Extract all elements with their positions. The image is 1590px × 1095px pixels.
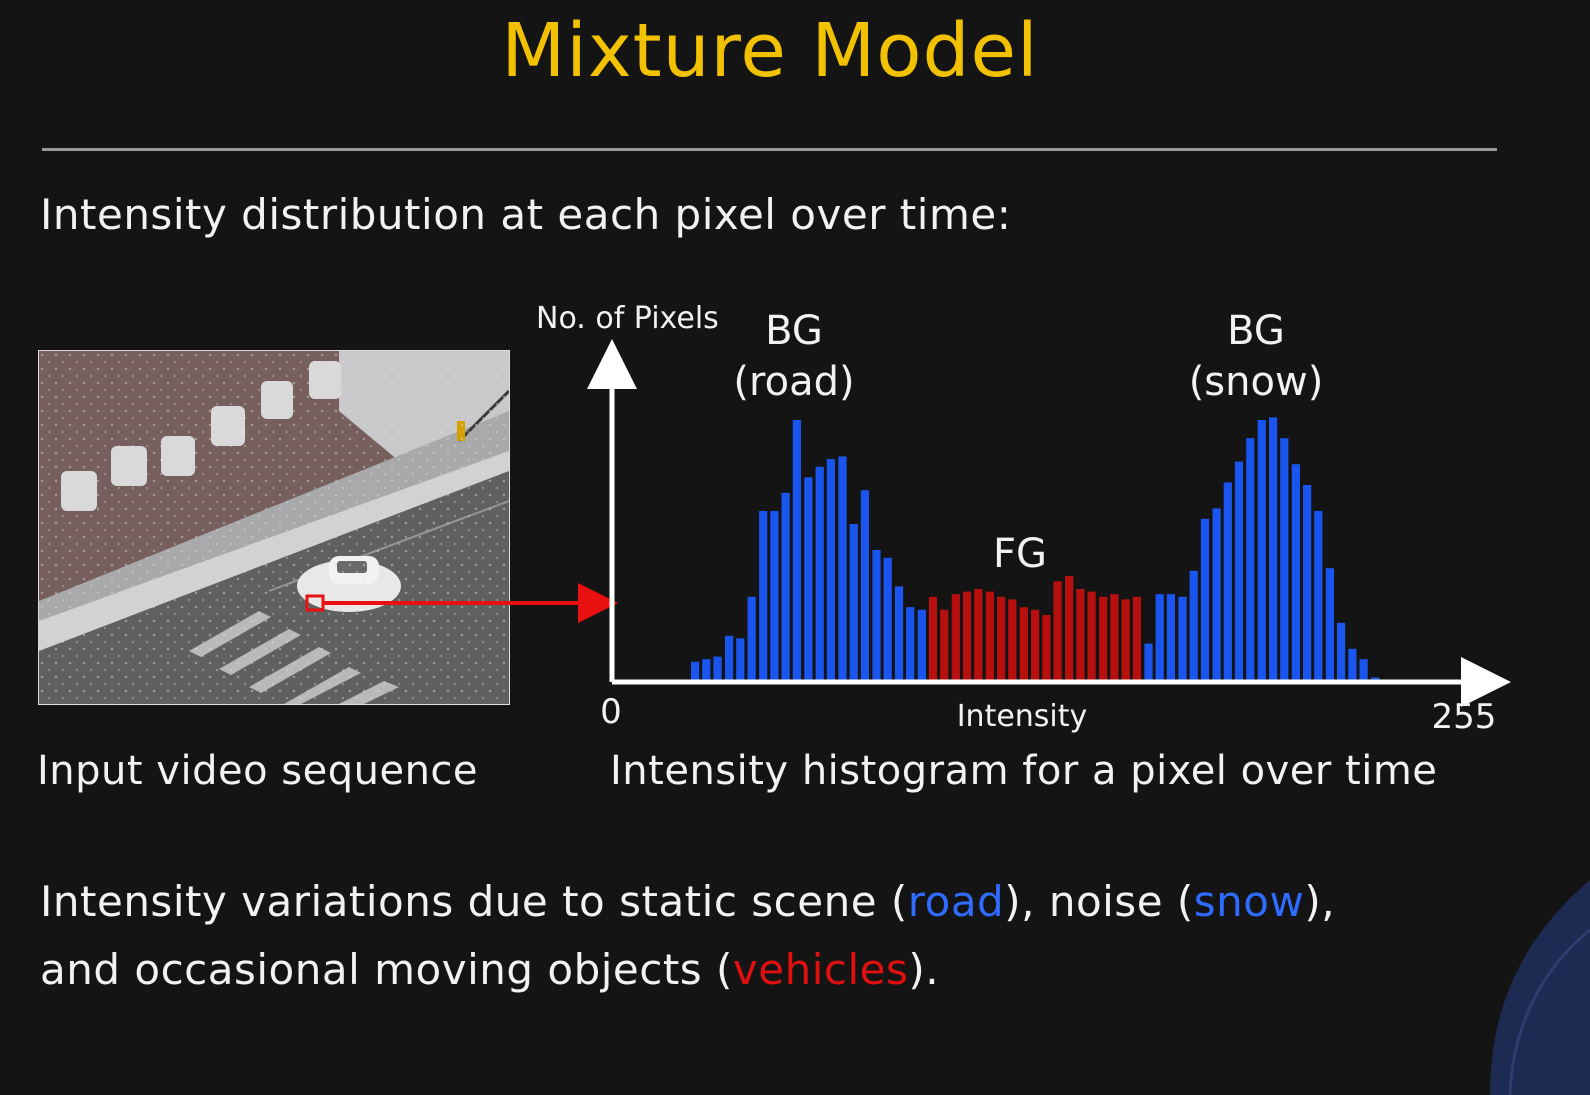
fg-bar-21 — [928, 596, 938, 680]
slide-title: Mixture Model — [501, 8, 1039, 94]
bg-bar-5 — [747, 596, 756, 680]
bg-bar-11 — [815, 466, 824, 680]
annotation-bg-snow-label: (snow) — [1189, 359, 1324, 405]
fg-bar-23 — [951, 594, 960, 680]
bg-bar-10 — [804, 477, 813, 680]
annotation-bg-road-title: BG — [765, 308, 823, 354]
selected-pixel-marker — [305, 594, 325, 612]
bg-bar-9 — [792, 420, 801, 680]
explanation-text-2b: ). — [908, 945, 940, 994]
bg-bar-1 — [702, 659, 711, 680]
x-tick-label-min: 0 — [600, 692, 622, 732]
bg-bar-2 — [713, 656, 722, 680]
annotation-bg-snow-title: BG — [1227, 308, 1285, 354]
title-divider — [42, 148, 1497, 151]
annotation-bg-road-label: (road) — [733, 359, 854, 405]
bg-bar-41 — [1155, 594, 1164, 680]
bg-bar-49 — [1246, 438, 1255, 680]
vehicles-highlight: vehicles — [732, 945, 909, 994]
bg-bar-14 — [849, 524, 858, 680]
bg-bar-50 — [1257, 420, 1266, 680]
road-highlight: road — [907, 877, 1005, 926]
bg-bar-7 — [770, 511, 779, 680]
bg-bar-45 — [1200, 518, 1210, 680]
explanation-line-1: Intensity variations due to static scene… — [40, 868, 1500, 936]
annotation-fg-label: FG — [993, 531, 1047, 577]
bg-bar-46 — [1212, 508, 1221, 680]
bg-bar-48 — [1234, 461, 1244, 680]
bg-bar-47 — [1223, 482, 1232, 680]
bg-bar-17 — [883, 557, 892, 680]
explanation-text-1a: Intensity variations due to static scene… — [40, 877, 908, 926]
fg-bar-33 — [1065, 576, 1074, 680]
fg-bar-31 — [1042, 615, 1051, 680]
bg-bar-55 — [1314, 511, 1323, 680]
bg-bar-54 — [1303, 485, 1312, 680]
explanation-text-1c: ), — [1304, 877, 1336, 926]
bg-bar-42 — [1166, 594, 1175, 680]
presenter-image — [1490, 880, 1590, 1095]
fg-bar-36 — [1099, 596, 1108, 680]
fg-bar-24 — [962, 591, 972, 680]
bg-bar-15 — [860, 490, 869, 680]
explanation-line-2: and occasional moving objects (vehicles)… — [40, 936, 1500, 1004]
fg-bar-27 — [997, 596, 1006, 680]
fg-bar-32 — [1053, 581, 1062, 680]
fg-bar-28 — [1008, 599, 1017, 680]
explanation-text-2a: and occasional moving objects ( — [40, 945, 733, 994]
bg-bar-51 — [1269, 417, 1278, 680]
histogram-caption: Intensity histogram for a pixel over tim… — [610, 748, 1438, 794]
slide-subtitle: Intensity distribution at each pixel ove… — [40, 190, 1012, 239]
bg-bar-52 — [1280, 438, 1289, 680]
fg-bar-39 — [1132, 596, 1141, 680]
bg-bar-57 — [1337, 622, 1346, 680]
fg-bar-22 — [940, 609, 949, 680]
bg-bar-40 — [1144, 643, 1153, 680]
fg-bar-29 — [1019, 607, 1028, 680]
fg-bar-34 — [1076, 589, 1085, 680]
bg-bar-16 — [872, 550, 881, 680]
bg-bar-59 — [1359, 659, 1368, 680]
fg-bar-35 — [1087, 591, 1096, 680]
bg-bar-4 — [736, 638, 745, 680]
fg-bar-37 — [1110, 594, 1119, 680]
bg-bar-58 — [1348, 648, 1357, 680]
x-axis-label: Intensity — [957, 699, 1088, 734]
fg-bar-25 — [974, 589, 983, 680]
snow-highlight: snow — [1193, 877, 1305, 926]
fg-bar-26 — [985, 591, 994, 680]
bg-bar-12 — [826, 459, 835, 680]
bg-bar-44 — [1189, 570, 1198, 680]
fg-bar-30 — [1031, 609, 1040, 680]
bg-bar-3 — [725, 635, 734, 680]
bg-bar-18 — [894, 586, 904, 680]
bg-bar-20 — [917, 609, 926, 680]
y-axis-label: No. of Pixels — [536, 301, 719, 336]
bg-bar-13 — [838, 456, 847, 680]
bg-bar-8 — [781, 492, 790, 680]
explanation-text-1b: ), noise ( — [1004, 877, 1194, 926]
bg-bar-56 — [1325, 568, 1334, 680]
bg-bar-53 — [1291, 464, 1300, 680]
bg-bar-60 — [1371, 677, 1380, 680]
bg-bar-6 — [759, 511, 768, 680]
bg-bar-43 — [1178, 596, 1187, 680]
bg-bar-0 — [691, 661, 700, 680]
fg-bar-38 — [1121, 599, 1130, 680]
video-frame-image — [38, 350, 510, 705]
video-caption: Input video sequence — [37, 748, 479, 794]
bg-bar-19 — [906, 607, 915, 680]
explanation-text: Intensity variations due to static scene… — [40, 868, 1500, 1004]
x-tick-label-max: 255 — [1432, 697, 1497, 737]
